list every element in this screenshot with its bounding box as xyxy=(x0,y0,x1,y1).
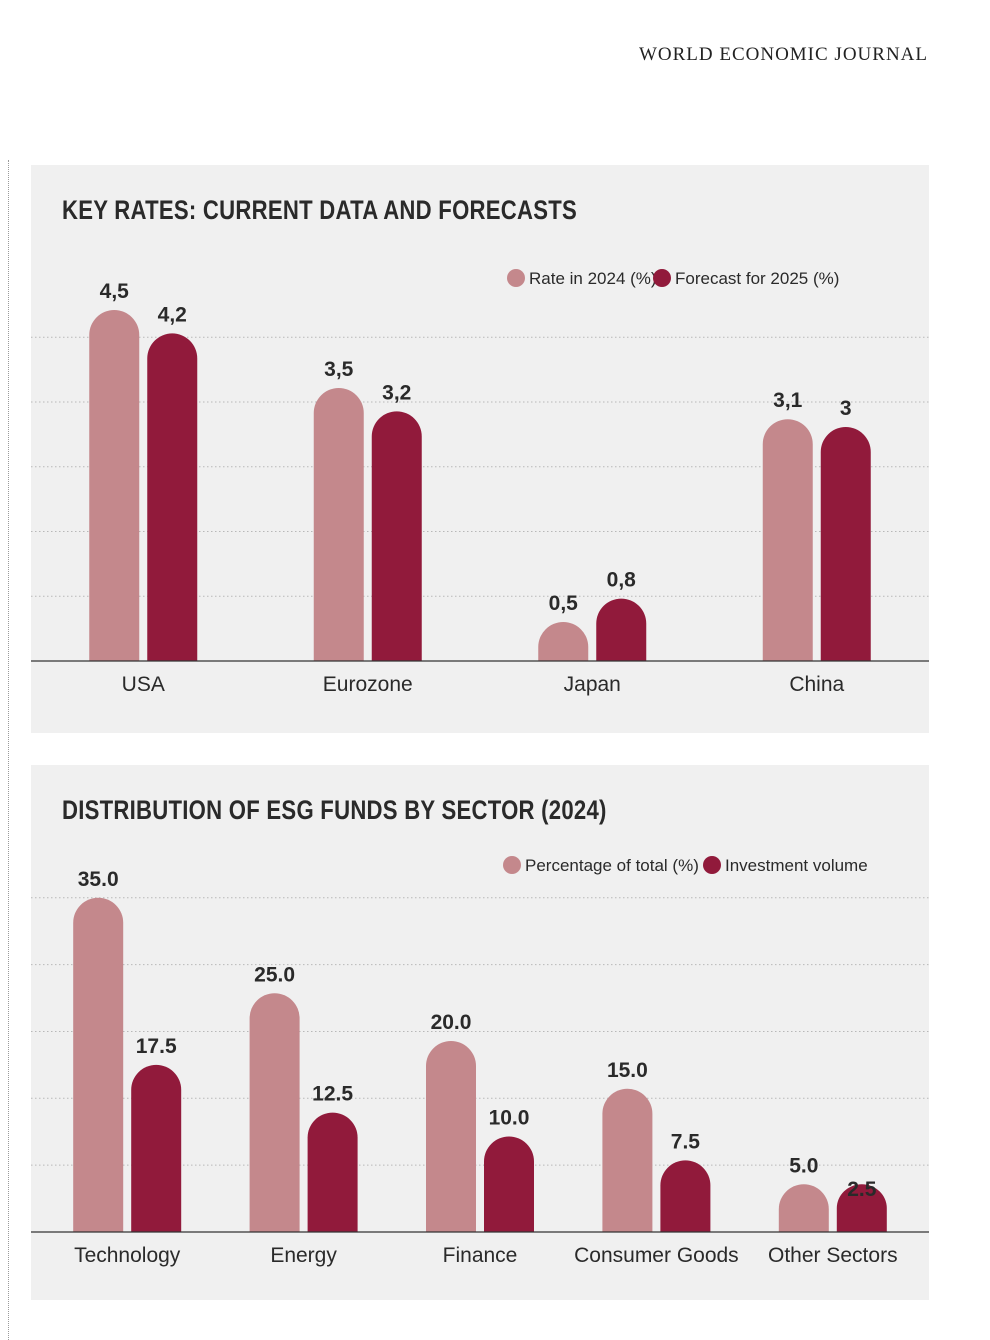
legend-label: Rate in 2024 (%) xyxy=(529,269,657,288)
category-label: Eurozone xyxy=(323,673,413,696)
bar xyxy=(836,1184,887,1232)
key-rates-chart-panel: KEY RATES: CURRENT DATA AND FORECASTS 4,… xyxy=(31,165,929,733)
bar xyxy=(483,1136,534,1232)
data-label: 4,5 xyxy=(100,280,130,303)
bar xyxy=(371,411,422,661)
data-label: 0,5 xyxy=(549,592,579,615)
data-label: 3,1 xyxy=(773,389,803,412)
esg-funds-chart-panel: DISTRIBUTION OF ESG FUNDS BY SECTOR (202… xyxy=(31,765,929,1300)
bar xyxy=(131,1064,182,1232)
data-label: 15.0 xyxy=(607,1059,648,1082)
data-label: 20.0 xyxy=(431,1011,472,1034)
category-label: USA xyxy=(122,673,165,696)
bar xyxy=(73,897,124,1232)
data-label: 2.5 xyxy=(847,1178,877,1201)
bar xyxy=(147,333,198,661)
legend-swatch xyxy=(507,269,525,287)
data-label: 35.0 xyxy=(78,868,119,891)
legend-swatch xyxy=(653,269,671,287)
bar xyxy=(762,419,813,661)
bar xyxy=(778,1184,829,1232)
chart-title: DISTRIBUTION OF ESG FUNDS BY SECTOR (202… xyxy=(62,795,607,825)
data-label: 7.5 xyxy=(671,1130,701,1153)
legend-swatch xyxy=(703,856,721,874)
bar xyxy=(538,622,589,661)
data-label: 3 xyxy=(840,397,852,420)
data-label: 5.0 xyxy=(789,1154,818,1177)
journal-name: WORLD ECONOMIC JOURNAL xyxy=(638,44,928,65)
bar xyxy=(426,1041,476,1232)
page-edge-rule xyxy=(8,160,9,1340)
esg-funds-chart: 35.0 17.5 Technology 25.0 12.5 Energy 20.0 10.0… xyxy=(31,856,929,1267)
category-label: China xyxy=(789,673,844,696)
data-label: 12.5 xyxy=(312,1083,353,1106)
category-label: Technology xyxy=(74,1244,181,1267)
bar xyxy=(602,1088,653,1232)
bar xyxy=(89,310,140,661)
data-label: 17.5 xyxy=(136,1035,177,1058)
category-label: Consumer Goods xyxy=(574,1244,739,1267)
bar xyxy=(596,598,647,661)
category-label: Finance xyxy=(443,1244,518,1267)
legend-label: Investment volume xyxy=(725,856,868,875)
bar xyxy=(249,993,300,1232)
bar xyxy=(313,388,364,661)
data-label: 3,5 xyxy=(324,358,354,381)
legend-label: Forecast for 2025 (%) xyxy=(675,269,839,288)
data-label: 10.0 xyxy=(489,1107,530,1130)
data-label: 4,2 xyxy=(158,303,187,326)
category-label: Other Sectors xyxy=(768,1244,898,1267)
chart-title: KEY RATES: CURRENT DATA AND FORECASTS xyxy=(62,195,578,225)
data-label: 25.0 xyxy=(254,963,295,986)
key-rates-chart: 4,5 4,2 USA 3,5 3,2 Eurozone 0,5 0,8 Japan 3,1 3 Ch… xyxy=(31,269,929,696)
category-label: Japan xyxy=(564,673,621,696)
bar xyxy=(660,1160,711,1232)
legend-label: Percentage of total (%) xyxy=(525,856,699,875)
category-label: Energy xyxy=(270,1244,337,1267)
bar xyxy=(820,427,871,661)
data-label: 3,2 xyxy=(382,381,411,404)
legend-swatch xyxy=(503,856,521,874)
data-label: 0,8 xyxy=(607,569,637,592)
bar xyxy=(307,1112,358,1232)
